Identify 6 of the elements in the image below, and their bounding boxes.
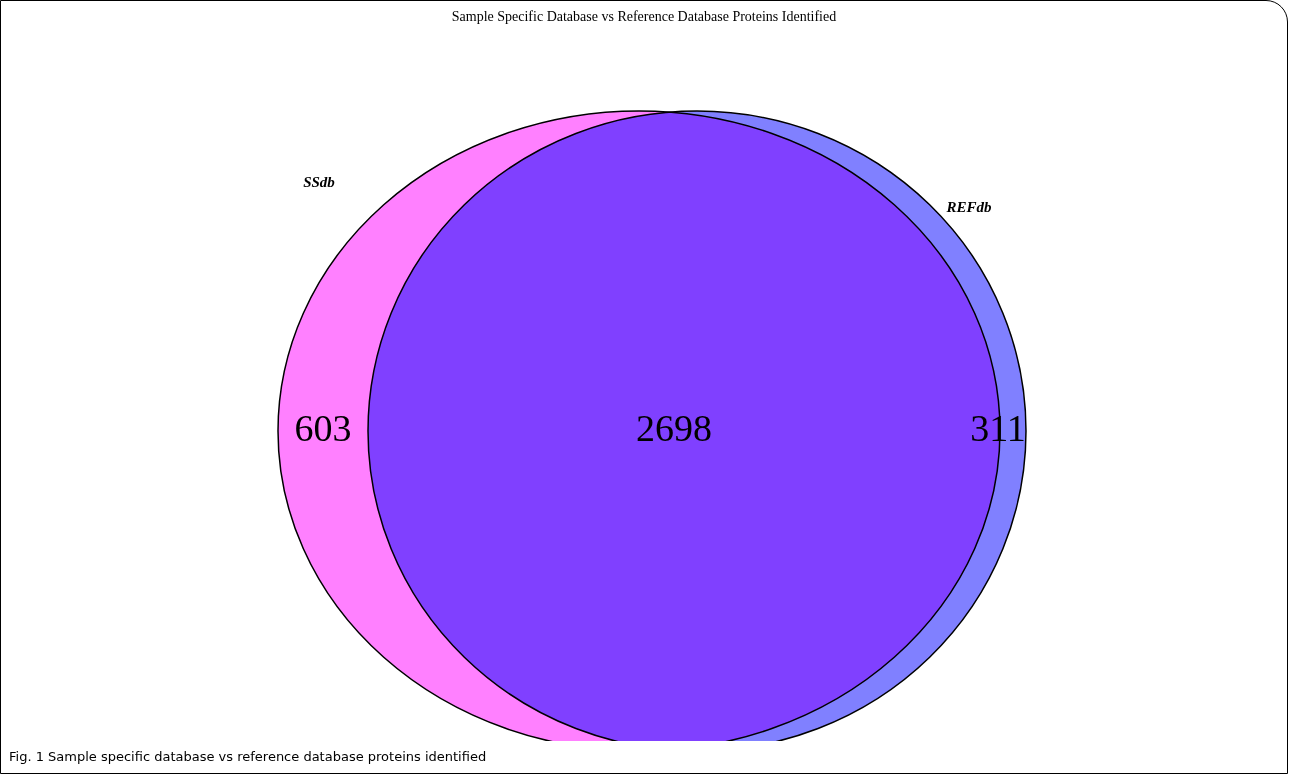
text: Sample Specific Database vs Reference Database Proteins Identified bbox=[451, 8, 837, 24]
category-label: SSdb bbox=[303, 173, 336, 190]
data-label: 2698 bbox=[636, 406, 712, 449]
category-label: REFdb bbox=[945, 198, 993, 215]
caption: Fig. 1 Sample specific database vs reference database proteins identified bbox=[9, 749, 487, 764]
data-label: 603 bbox=[294, 406, 352, 449]
